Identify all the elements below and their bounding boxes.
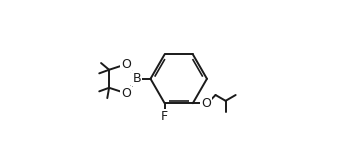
Text: O: O bbox=[121, 87, 131, 100]
Text: O: O bbox=[201, 97, 211, 110]
Text: F: F bbox=[161, 110, 168, 123]
Text: B: B bbox=[132, 72, 141, 85]
Text: O: O bbox=[121, 58, 131, 71]
